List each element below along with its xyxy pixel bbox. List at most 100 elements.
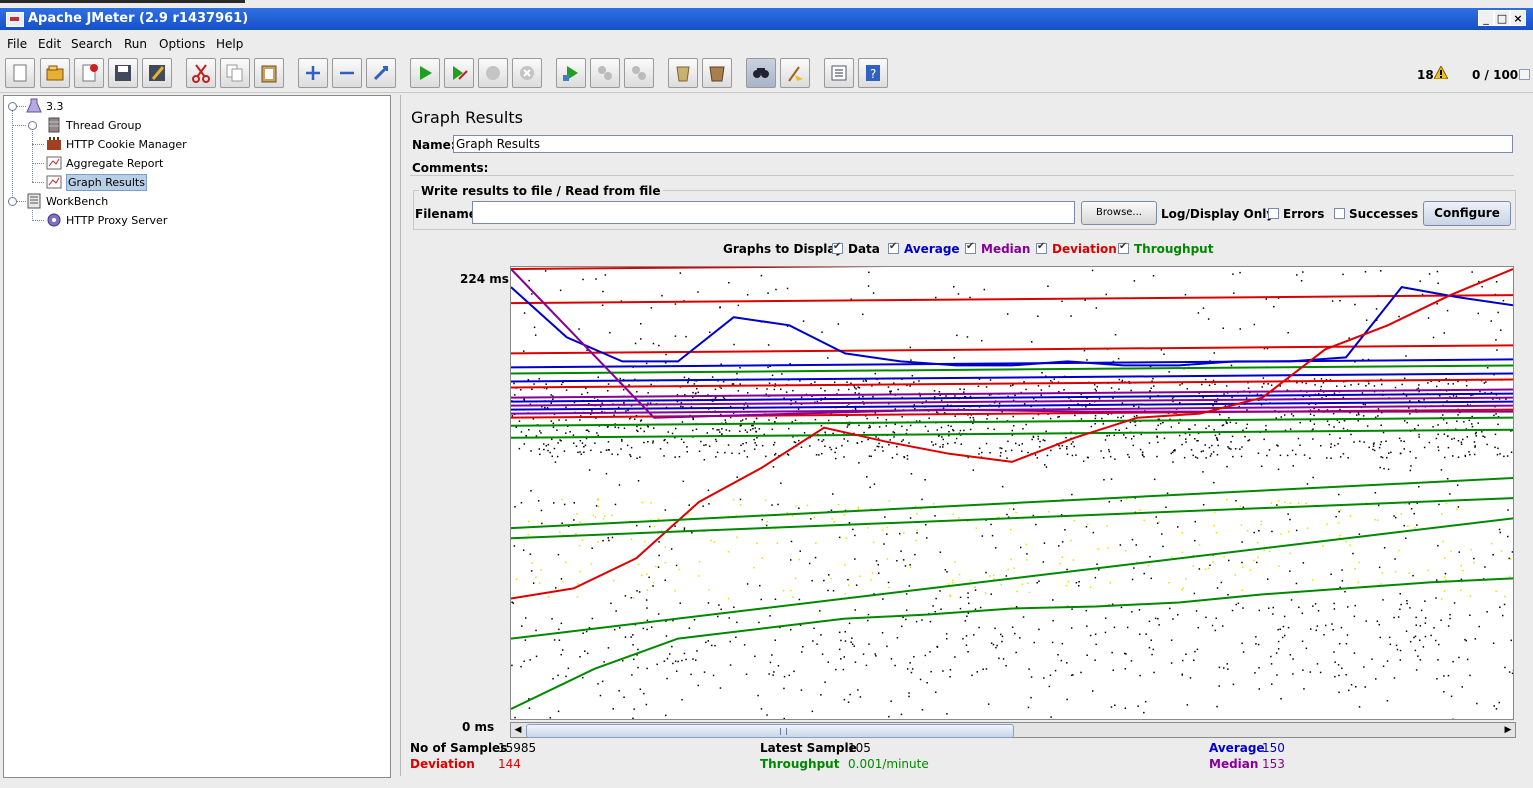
data-checkbox[interactable] (832, 241, 843, 254)
menu-search[interactable]: Search (71, 37, 113, 51)
tree-item-proxy-server[interactable]: HTTP Proxy Server (46, 212, 246, 229)
save-as-button[interactable] (142, 58, 172, 88)
scroll-right-arrow[interactable]: ▶ (1504, 725, 1512, 735)
data-point (1001, 447, 1003, 450)
data-point (634, 378, 636, 381)
tree-item-graph-results[interactable]: Graph Results (46, 174, 246, 191)
successes-checkbox[interactable] (1334, 208, 1345, 219)
data-point (1066, 453, 1069, 455)
data-point (834, 451, 836, 454)
scroll-left-arrow[interactable]: ◀ (514, 725, 522, 735)
menu-edit[interactable]: Edit (38, 37, 62, 51)
data-point (612, 708, 614, 710)
scroll-thumb[interactable] (526, 724, 1014, 738)
data-point (595, 505, 598, 507)
remote-stop-button[interactable] (590, 58, 620, 88)
menu-options[interactable]: Options (159, 37, 206, 51)
warning-icon[interactable] (1434, 66, 1448, 79)
new-button[interactable] (5, 58, 35, 88)
errors-checkbox[interactable] (1268, 208, 1279, 219)
data-point (1302, 271, 1304, 273)
data-point (1424, 600, 1426, 602)
data-point (878, 572, 880, 574)
collapse-button[interactable] (332, 58, 362, 88)
toggle-button[interactable] (366, 58, 396, 88)
expander-thread-group[interactable] (28, 121, 37, 130)
menu-run[interactable]: Run (124, 37, 148, 51)
file-section-title: Write results to file / Read from file (419, 184, 663, 198)
minimize-button[interactable]: _ (1478, 10, 1494, 26)
graph-horizontal-scrollbar[interactable]: ◀ ▶ (510, 722, 1516, 738)
data-point (1222, 327, 1224, 329)
cut-button[interactable] (186, 58, 216, 88)
average-label: Average (904, 242, 960, 256)
tree-item-aggregate-report[interactable]: Aggregate Report (46, 155, 246, 172)
data-point (854, 558, 856, 560)
menu-file[interactable]: File (7, 37, 28, 51)
throughput-checkbox[interactable] (1118, 241, 1129, 254)
remote-shutdown-button[interactable] (624, 58, 654, 88)
data-point (582, 676, 584, 679)
expander-workbench[interactable] (8, 197, 17, 206)
data-point (1309, 457, 1311, 459)
expand-button[interactable] (298, 58, 328, 88)
data-point (714, 644, 716, 647)
data-point (1313, 423, 1316, 425)
data-point (1377, 415, 1379, 417)
median-checkbox[interactable] (965, 241, 976, 254)
stop-button[interactable] (478, 58, 508, 88)
remote-start-button[interactable] (556, 58, 586, 88)
data-point (949, 676, 951, 678)
tree-item-test-plan[interactable]: 3.3 (26, 98, 226, 115)
data-point (1295, 529, 1298, 532)
expander-3-3[interactable] (8, 102, 17, 111)
start-button[interactable] (410, 58, 440, 88)
data-point (1235, 500, 1237, 502)
comments-field[interactable] (410, 175, 1514, 176)
deviation-checkbox[interactable] (1036, 241, 1047, 254)
clear-button[interactable] (668, 58, 698, 88)
data-point (647, 426, 649, 428)
data-point (1331, 623, 1333, 625)
data-point (1406, 421, 1408, 424)
start-no-pause-button[interactable] (444, 58, 474, 88)
data-point (583, 451, 585, 453)
shutdown-button[interactable] (512, 58, 542, 88)
help-button[interactable]: ? (858, 58, 888, 88)
search-button[interactable] (746, 58, 776, 88)
data-point (924, 425, 927, 428)
maximize-button[interactable]: □ (1494, 10, 1510, 26)
copy-button[interactable] (220, 58, 250, 88)
data-point (959, 429, 962, 432)
data-point (632, 717, 634, 719)
filename-field[interactable] (472, 201, 1075, 224)
data-point (1094, 417, 1097, 420)
tree-item-workbench[interactable]: WorkBench (26, 193, 226, 210)
deviation-label: Deviation (1052, 242, 1117, 256)
clear-all-button[interactable] (702, 58, 732, 88)
data-point (1194, 424, 1196, 426)
data-point (830, 577, 832, 580)
close-button[interactable] (74, 58, 104, 88)
open-button[interactable] (40, 58, 70, 88)
tree-item-cookie-manager[interactable]: HTTP Cookie Manager (46, 136, 246, 153)
menu-help[interactable]: Help (216, 37, 244, 51)
function-helper-button[interactable] (824, 58, 854, 88)
pane-splitter[interactable] (391, 95, 399, 776)
data-point (1253, 559, 1255, 562)
data-point (1276, 444, 1278, 446)
configure-button[interactable]: Configure (1423, 201, 1511, 226)
test-plan-tree[interactable]: 3.3 Thread Group HTTP Cookie Manager Agg… (3, 95, 391, 778)
tree-item-thread-group[interactable]: Thread Group (46, 117, 246, 134)
paste-button[interactable] (254, 58, 284, 88)
save-button[interactable] (108, 58, 138, 88)
reset-search-button[interactable] (780, 58, 810, 88)
data-point (580, 453, 583, 455)
close-window-button[interactable]: × (1510, 10, 1526, 26)
data-point (1196, 648, 1199, 651)
average-checkbox[interactable] (888, 241, 899, 254)
data-point (1270, 502, 1273, 504)
data-point (721, 428, 723, 430)
name-field[interactable] (453, 135, 1513, 153)
browse-button[interactable]: Browse... (1081, 201, 1157, 225)
